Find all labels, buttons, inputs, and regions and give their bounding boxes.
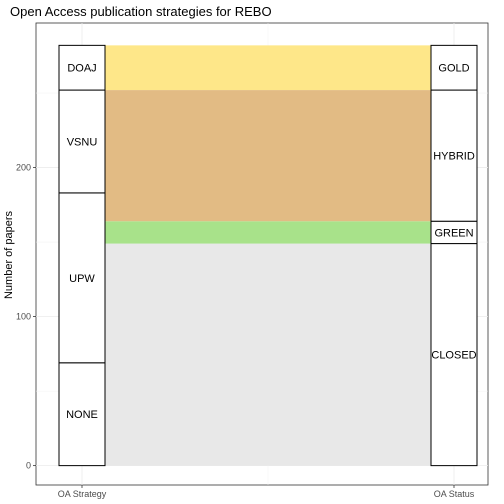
stratum-box [430,89,478,222]
stratum-box [58,44,106,91]
stratum-label: CLOSED [431,350,476,362]
stratum-box [430,243,478,467]
stratum-box [430,44,478,91]
chart-title: Open Access publication strategies for R… [10,4,272,19]
flows [105,45,431,466]
x-tick-label: OA Status [434,489,475,499]
y-axis-title: Number of papers [3,210,15,299]
stratum-label: NONE [66,409,98,421]
stratum-label: GREEN [434,227,473,239]
flow-band [105,221,431,244]
flow-band [105,90,431,222]
y-tick-label: 0 [26,461,31,471]
x-tick-label: OA Strategy [58,489,107,499]
y-tick-label: 100 [16,312,31,322]
flow-band [105,45,431,91]
stratum-label: HYBRID [433,151,475,163]
stratum-label: GOLD [438,63,469,75]
flow-band [105,243,431,466]
axis-ticks: 0 100 200 OA Strategy OA Status [16,163,475,499]
stratum-label: UPW [69,273,95,285]
stratum-label: VSNU [67,136,98,148]
stratum-box [58,89,106,194]
y-tick-label: 200 [16,163,31,173]
strata: NONE UPW VSNU DOAJ CLOSED GREEN HYBRID GOLD [58,44,478,467]
stratum-label: DOAJ [67,63,96,75]
